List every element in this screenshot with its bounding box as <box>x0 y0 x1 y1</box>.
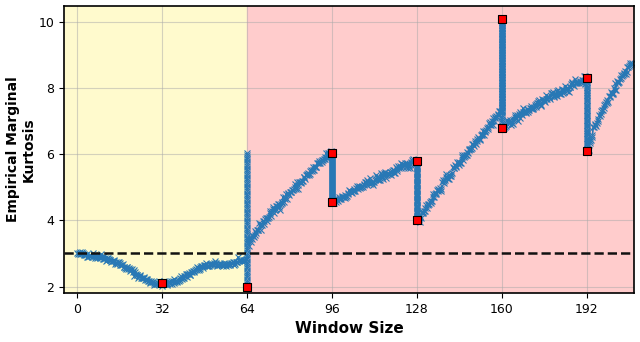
Bar <box>247 5 640 293</box>
Point <box>327 199 337 205</box>
Point <box>242 284 252 289</box>
Point <box>157 280 168 286</box>
Point <box>582 148 592 154</box>
Point <box>327 150 337 155</box>
Bar <box>64 5 247 293</box>
Point <box>497 125 507 131</box>
Point <box>412 158 422 164</box>
Point <box>582 76 592 81</box>
Point <box>412 218 422 223</box>
X-axis label: Window Size: Window Size <box>295 321 404 337</box>
Point <box>497 16 507 22</box>
Y-axis label: Empirical Marginal
Kurtosis: Empirical Marginal Kurtosis <box>6 77 36 222</box>
